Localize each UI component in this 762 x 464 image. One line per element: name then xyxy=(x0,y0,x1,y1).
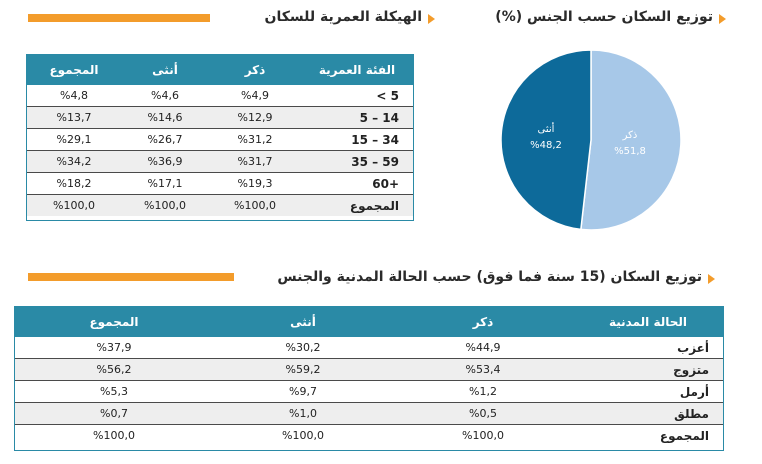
age-header-female: أنثى xyxy=(121,55,209,85)
gender-pie-chart: ذكر %51,8 أنثى %48,2 xyxy=(500,49,682,231)
male-cell: %1,2 xyxy=(393,380,573,403)
marital-header-status: الحالة المدنية xyxy=(573,307,723,337)
age-section-title: الهيكلة العمرية للسكان xyxy=(264,9,422,25)
pie-label-female: أنثى xyxy=(538,122,555,135)
table-row: أعزب %44,9 %30,2 %37,9 xyxy=(15,337,723,359)
marital-table-header: الحالة المدنية ذكر أنثى المجموع xyxy=(15,307,723,337)
female-cell: %4,6 xyxy=(121,85,209,107)
female-cell: %14,6 xyxy=(121,106,209,129)
table-row: +60 %19,3 %17,1 %18,2 xyxy=(27,172,413,195)
gender-title-marker-icon xyxy=(719,14,726,24)
age-title-marker-icon xyxy=(428,14,435,24)
male-cell: %19,3 xyxy=(209,172,301,195)
age-group-cell: المجموع xyxy=(301,194,413,216)
total-cell: %13,7 xyxy=(27,106,121,129)
pie-label-male: ذكر xyxy=(622,130,638,141)
table-row: مطلق %0,5 %1,0 %0,7 xyxy=(15,402,723,425)
male-cell: %100,0 xyxy=(393,424,573,446)
total-cell: %18,2 xyxy=(27,172,121,195)
total-cell: %4,8 xyxy=(27,85,121,107)
marital-title-bar xyxy=(28,273,234,281)
age-title-bar xyxy=(28,14,210,22)
marital-header-male: ذكر xyxy=(393,307,573,337)
marital-header-total: المجموع xyxy=(15,307,213,337)
age-table: الفئة العمرية ذكر أنثى المجموع 5 > %4,9 … xyxy=(27,55,413,216)
female-cell: %100,0 xyxy=(121,194,209,216)
total-cell: %5,3 xyxy=(15,380,213,403)
age-group-cell: 5 > xyxy=(301,85,413,107)
marital-header-female: أنثى xyxy=(213,307,393,337)
female-cell: %26,7 xyxy=(121,128,209,151)
age-table-header: الفئة العمرية ذكر أنثى المجموع xyxy=(27,55,413,85)
marital-table: الحالة المدنية ذكر أنثى المجموع أعزب %44… xyxy=(15,307,723,446)
table-row: 59 – 35 %31,7 %36,9 %34,2 xyxy=(27,150,413,173)
marital-table-container: الحالة المدنية ذكر أنثى المجموع أعزب %44… xyxy=(14,306,724,451)
table-row: 14 – 5 %12,9 %14,6 %13,7 xyxy=(27,106,413,129)
age-header-male: ذكر xyxy=(209,55,301,85)
male-cell: %44,9 xyxy=(393,337,573,359)
female-cell: %9,7 xyxy=(213,380,393,403)
status-cell: أرمل xyxy=(573,380,723,403)
table-row-total: المجموع %100,0 %100,0 %100,0 xyxy=(27,194,413,216)
total-cell: %100,0 xyxy=(27,194,121,216)
male-cell: %31,2 xyxy=(209,128,301,151)
pie-value-male: %51,8 xyxy=(614,146,646,157)
table-row: أرمل %1,2 %9,7 %5,3 xyxy=(15,380,723,403)
marital-title-marker-icon xyxy=(708,274,715,284)
status-cell: المجموع xyxy=(573,424,723,446)
age-header-total: المجموع xyxy=(27,55,121,85)
status-cell: متزوج xyxy=(573,358,723,381)
total-cell: %29,1 xyxy=(27,128,121,151)
age-group-cell: 59 – 35 xyxy=(301,150,413,173)
marital-section-title: توزيع السكان (15 سنة فما فوق) حسب الحالة… xyxy=(277,269,702,285)
age-group-cell: +60 xyxy=(301,172,413,195)
female-cell: %17,1 xyxy=(121,172,209,195)
age-group-cell: 14 – 5 xyxy=(301,106,413,129)
male-cell: %0,5 xyxy=(393,402,573,425)
male-cell: %53,4 xyxy=(393,358,573,381)
female-cell: %100,0 xyxy=(213,424,393,446)
pie-value-female: %48,2 xyxy=(530,140,562,151)
male-cell: %4,9 xyxy=(209,85,301,107)
table-row-total: المجموع %100,0 %100,0 %100,0 xyxy=(15,424,723,446)
status-cell: مطلق xyxy=(573,402,723,425)
pie-slice-female xyxy=(500,49,592,231)
female-cell: %1,0 xyxy=(213,402,393,425)
female-cell: %59,2 xyxy=(213,358,393,381)
male-cell: %12,9 xyxy=(209,106,301,129)
age-group-cell: 34 – 15 xyxy=(301,128,413,151)
age-header-group: الفئة العمرية xyxy=(301,55,413,85)
total-cell: %37,9 xyxy=(15,337,213,359)
male-cell: %31,7 xyxy=(209,150,301,173)
female-cell: %36,9 xyxy=(121,150,209,173)
pie-slice-male xyxy=(580,49,682,231)
total-cell: %100,0 xyxy=(15,424,213,446)
total-cell: %56,2 xyxy=(15,358,213,381)
table-row: 5 > %4,9 %4,6 %4,8 xyxy=(27,85,413,107)
table-row: 34 – 15 %31,2 %26,7 %29,1 xyxy=(27,128,413,151)
gender-section-title: توزيع السكان حسب الجنس (%) xyxy=(495,9,713,25)
male-cell: %100,0 xyxy=(209,194,301,216)
table-row: متزوج %53,4 %59,2 %56,2 xyxy=(15,358,723,381)
total-cell: %0,7 xyxy=(15,402,213,425)
total-cell: %34,2 xyxy=(27,150,121,173)
female-cell: %30,2 xyxy=(213,337,393,359)
status-cell: أعزب xyxy=(573,337,723,359)
age-table-container: الفئة العمرية ذكر أنثى المجموع 5 > %4,9 … xyxy=(26,54,414,221)
